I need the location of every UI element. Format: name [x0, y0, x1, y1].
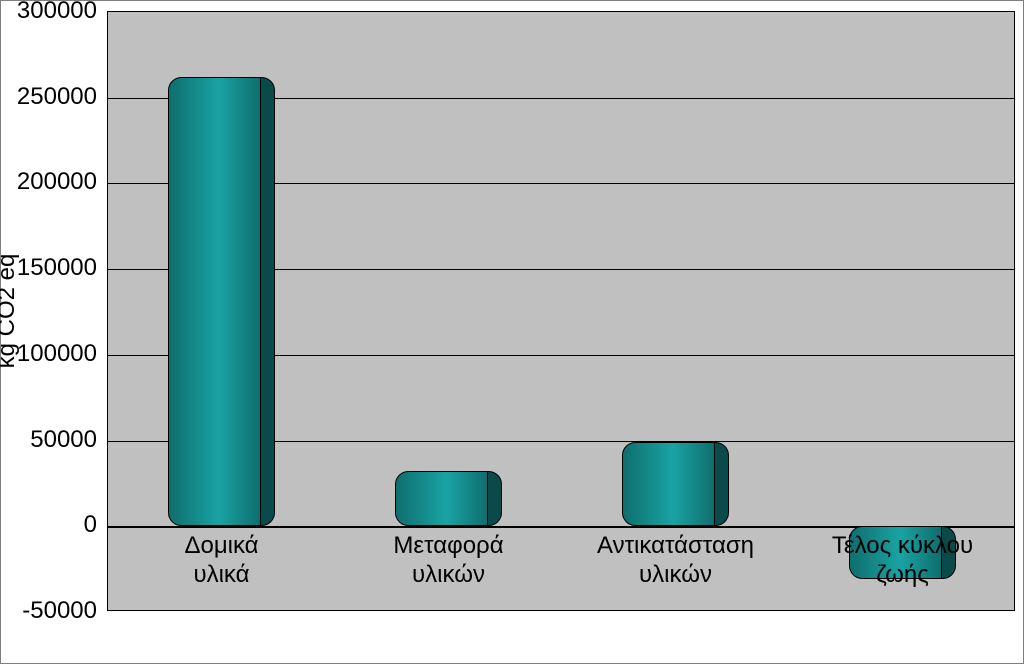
ytick-label: 200000: [17, 168, 97, 196]
xtick-label: Δομικάυλικά: [108, 532, 335, 590]
bar-side: [713, 442, 729, 526]
ytick-label: 250000: [17, 83, 97, 111]
y-axis-label: kg CO2 eq: [0, 254, 21, 369]
bar: [168, 77, 261, 526]
xtick-label: Μεταφοράυλικών: [335, 532, 562, 590]
bar-slot: [789, 12, 1016, 610]
bar-side: [486, 471, 502, 526]
ytick-label: 300000: [17, 0, 97, 25]
chart-container: ΔομικάυλικάΜεταφοράυλικώνΑντικατάστασηυλ…: [0, 0, 1024, 664]
xtick-label: Αντικατάστασηυλικών: [562, 532, 789, 590]
bar-slot: [335, 12, 562, 610]
plot-area: ΔομικάυλικάΜεταφοράυλικώνΑντικατάστασηυλ…: [107, 11, 1015, 611]
bar: [395, 471, 488, 526]
bar: [622, 442, 715, 526]
ytick-label: 100000: [17, 340, 97, 368]
xtick-label: Τέλος κύκλουζωής: [789, 532, 1016, 590]
ytick-label: 150000: [17, 254, 97, 282]
bar-slot: [108, 12, 335, 610]
ytick-label: -50000: [22, 597, 97, 625]
bar-side: [259, 77, 275, 526]
ytick-label: 50000: [30, 426, 97, 454]
ytick-label: 0: [84, 511, 97, 539]
bar-slot: [562, 12, 789, 610]
